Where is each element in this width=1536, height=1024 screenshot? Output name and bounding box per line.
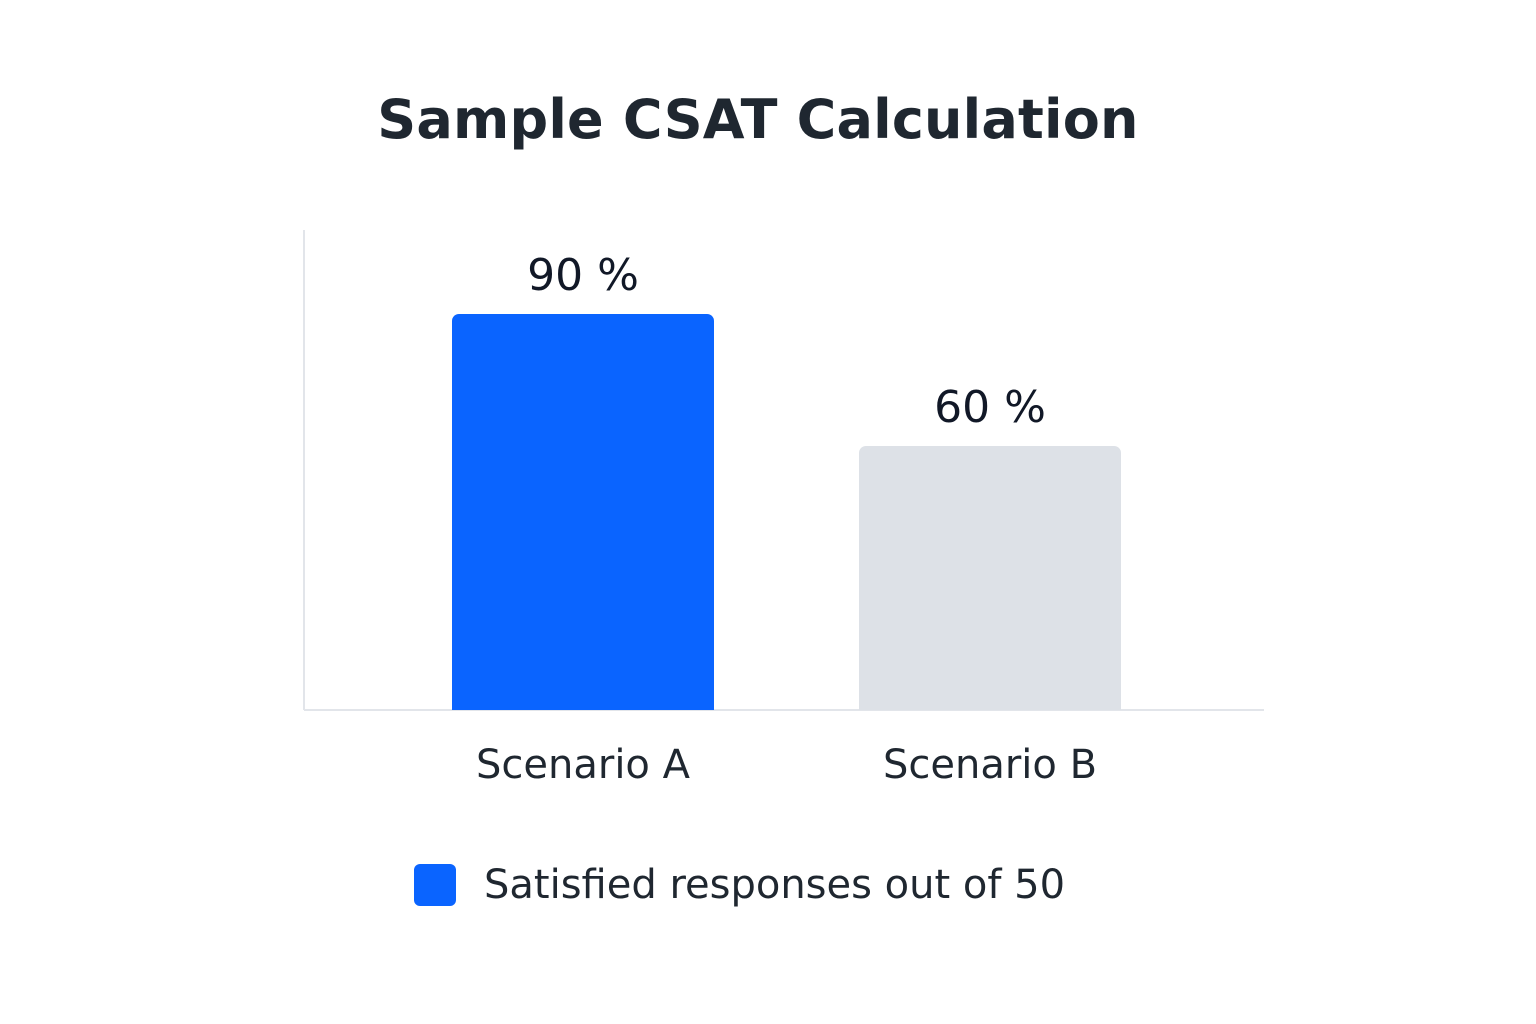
bar-scenario-a	[452, 314, 714, 710]
chart-title: Sample CSAT Calculation	[377, 88, 1139, 151]
bars-layer: 90 % Scenario A 60 % Scenario B	[452, 250, 1121, 788]
category-label-scenario-a: Scenario A	[476, 742, 691, 788]
category-label-scenario-b: Scenario B	[883, 742, 1097, 788]
value-label-scenario-a: 90 %	[527, 250, 639, 301]
value-label-scenario-b: 60 %	[934, 382, 1046, 433]
legend-label: Satisfied responses out of 50	[484, 862, 1066, 908]
legend: Satisfied responses out of 50	[414, 862, 1065, 908]
bar-base-scenario-b	[859, 700, 1121, 710]
legend-swatch	[414, 864, 456, 906]
bar-base-scenario-a	[452, 700, 714, 710]
bar-scenario-b	[859, 446, 1121, 710]
